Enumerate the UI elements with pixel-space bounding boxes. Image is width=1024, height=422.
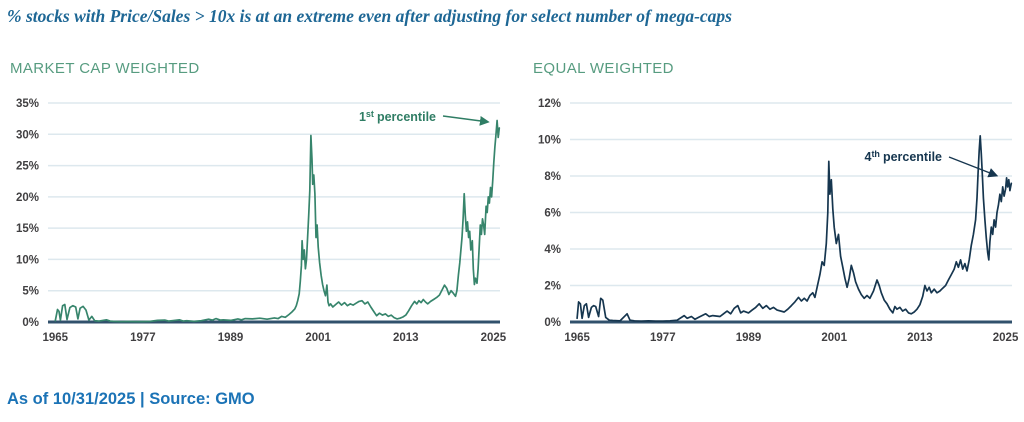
y-tick-label: 10%: [538, 135, 561, 147]
y-tick-label: 5%: [22, 286, 39, 298]
y-tick-label: 2%: [544, 281, 561, 293]
gridlines: [48, 102, 500, 292]
annotation-text: 4th percentile: [864, 149, 942, 164]
x-tick-label: 1977: [650, 332, 676, 344]
x-tick-label: 2001: [305, 332, 331, 344]
y-tick-label: 4%: [544, 244, 561, 256]
annotation-arrow: [442, 115, 490, 126]
y-tick-label: 6%: [544, 208, 561, 220]
y-tick-label: 30%: [16, 129, 39, 141]
annotation-1st-percentile: 1st percentile: [359, 109, 490, 126]
x-tick-label: 1965: [43, 332, 69, 344]
x-tick-label: 2001: [821, 332, 847, 344]
y-tick-label: 15%: [16, 223, 39, 235]
axis-tick-labels: 0% 5% 10% 15% 20% 25% 30% 35% 1965 1977 1989 2001 20…: [16, 98, 507, 344]
y-tick-label: 12%: [538, 98, 561, 110]
x-tick-label: 1989: [736, 332, 762, 344]
annotation-4th-percentile: 4th percentile: [864, 149, 999, 178]
x-tick-label: 2013: [393, 332, 419, 344]
market-cap-series-line: [54, 119, 501, 323]
annotation-text: 1st percentile: [359, 109, 436, 124]
x-tick-label: 1965: [564, 332, 590, 344]
x-tick-label: 2025: [993, 332, 1019, 344]
footer-source-note: As of 10/31/2025 | Source: GMO: [7, 390, 255, 408]
x-tick-label: 1989: [218, 332, 244, 344]
y-tick-label: 20%: [16, 192, 39, 204]
equal-weighted-chart: 0% 2% 4% 6% 8% 10% 12% 1965 1977 1989 2001 2013 2025…: [538, 98, 1019, 344]
annotation-arrow: [948, 156, 999, 178]
y-tick-label: 8%: [544, 171, 561, 183]
y-tick-label: 0%: [22, 317, 39, 329]
y-tick-label: 35%: [16, 98, 39, 110]
x-tick-label: 2025: [481, 332, 507, 344]
equal-weighted-series-line: [576, 134, 1013, 322]
chart-title-market-cap-weighted: MARKET CAP WEIGHTED: [10, 60, 200, 77]
gridlines: [570, 102, 1012, 287]
report-title: % stocks with Price/Sales > 10x is at an…: [7, 6, 732, 26]
axis-tick-labels: 0% 2% 4% 6% 8% 10% 12% 1965 1977 1989 2001 2013 2025: [538, 98, 1019, 344]
y-tick-label: 0%: [544, 317, 561, 329]
y-tick-label: 10%: [16, 254, 39, 266]
market-cap-weighted-chart: 0% 5% 10% 15% 20% 25% 30% 35% 1965 1977 1989 2001 20…: [16, 98, 507, 344]
x-tick-label: 2013: [907, 332, 933, 344]
y-tick-label: 25%: [16, 161, 39, 173]
x-tick-label: 1977: [130, 332, 156, 344]
chart-title-equal-weighted: EQUAL WEIGHTED: [533, 60, 674, 77]
